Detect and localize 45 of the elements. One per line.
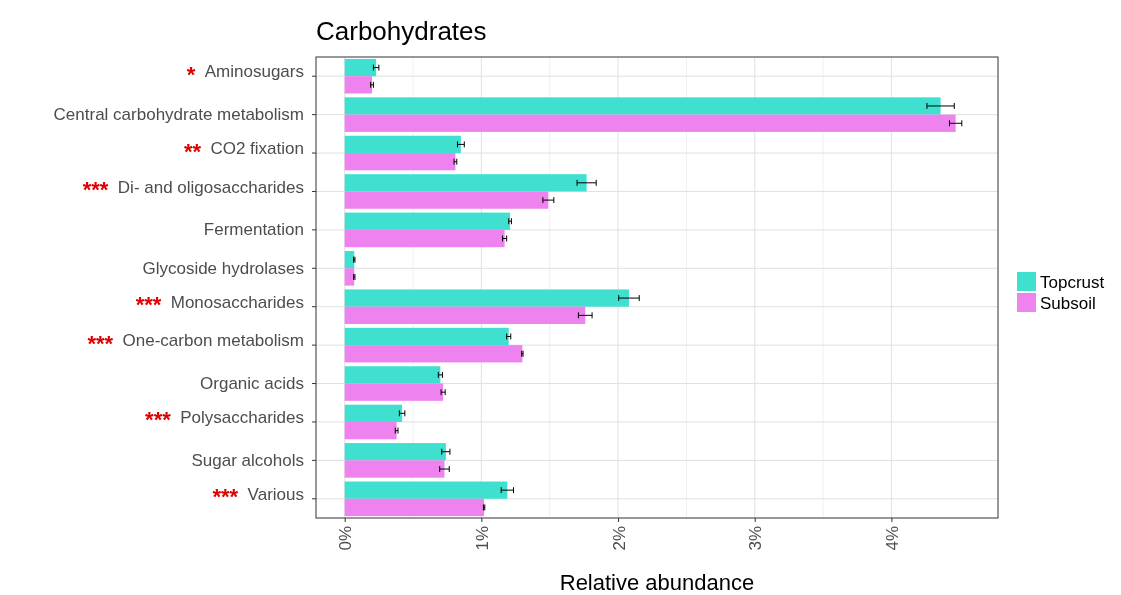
bar [344, 404, 403, 422]
bar [344, 114, 956, 132]
bar [344, 268, 355, 286]
bar [344, 229, 505, 248]
y-tick-label: * Aminosugars [186, 61, 304, 87]
bar [344, 153, 456, 171]
x-axis-title: Relative abundance [559, 570, 755, 595]
y-tick-label: *** Monosaccharides [135, 292, 304, 318]
bar [344, 289, 629, 307]
bar [344, 481, 508, 499]
bar [344, 251, 355, 269]
x-tick-label: 2% [609, 526, 629, 551]
bar [344, 191, 549, 209]
x-tick-label: 1% [472, 526, 492, 551]
bar [344, 498, 485, 517]
y-tick-label: Organic acids [200, 373, 304, 393]
y-tick-label: *** Di- and oligosaccharides [82, 176, 304, 202]
y-tick-label: *** Various [212, 484, 304, 510]
y-tick-label: Central carbohydrate metabolism [53, 105, 304, 125]
x-tick-label: 4% [882, 526, 902, 551]
y-tick-label: ** CO2 fixation [183, 138, 304, 164]
x-tick-label: 0% [336, 526, 356, 551]
bar [344, 383, 444, 401]
bar [344, 76, 373, 94]
legend-label: Topcrust [1040, 273, 1105, 292]
y-tick-label: *** One-carbon metabolism [87, 330, 304, 356]
bar [344, 421, 397, 440]
bar [344, 327, 509, 346]
legend-label: Subsoil [1040, 294, 1096, 313]
y-tick-label: *** Polysaccharides [145, 407, 304, 433]
y-tick-label: Glycoside hydrolases [142, 258, 304, 278]
bar [344, 443, 446, 461]
x-tick-label: 3% [746, 526, 766, 551]
y-tick-label: Fermentation [203, 220, 304, 240]
bar [344, 212, 511, 230]
bar [344, 97, 941, 115]
bar [344, 174, 587, 192]
bar [344, 58, 377, 77]
chart-title: Carbohydrates [316, 16, 487, 46]
bar [344, 366, 441, 384]
bar [344, 135, 461, 154]
bar [344, 345, 523, 363]
bar [344, 460, 445, 478]
y-tick-label: Sugar alcohols [191, 450, 304, 470]
bar [344, 306, 586, 324]
